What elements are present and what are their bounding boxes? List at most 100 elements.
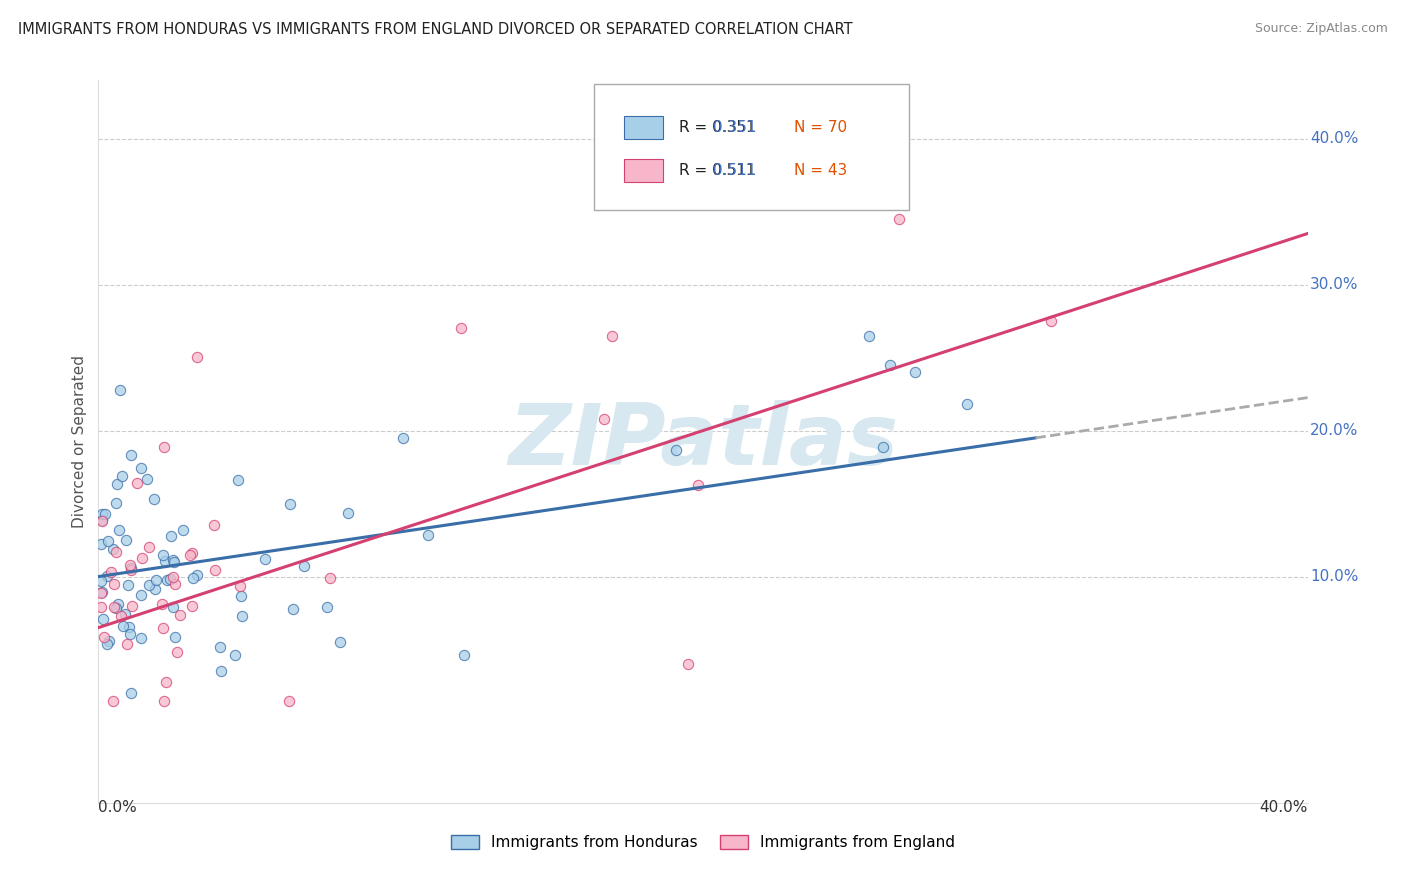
Point bbox=[118, 620, 141, 634]
Point bbox=[647, 183, 669, 197]
Point bbox=[121, 599, 143, 613]
Point bbox=[202, 517, 225, 532]
Text: N = 70: N = 70 bbox=[793, 120, 846, 135]
Point bbox=[91, 515, 114, 529]
Point bbox=[858, 328, 880, 343]
Point bbox=[105, 477, 128, 491]
Point bbox=[103, 599, 125, 614]
Point bbox=[110, 608, 132, 623]
Point bbox=[153, 440, 176, 454]
Point bbox=[131, 631, 153, 645]
Point bbox=[115, 533, 138, 548]
Point bbox=[114, 607, 136, 621]
Point bbox=[153, 554, 176, 568]
Point bbox=[162, 570, 184, 584]
Point bbox=[955, 397, 977, 411]
Point bbox=[90, 599, 112, 614]
Text: 40.0%: 40.0% bbox=[1260, 800, 1308, 815]
Point bbox=[103, 693, 125, 707]
Point bbox=[889, 211, 911, 226]
Point bbox=[602, 328, 624, 343]
Point bbox=[416, 528, 439, 542]
Point bbox=[181, 571, 204, 585]
Point bbox=[96, 637, 118, 651]
Point bbox=[165, 577, 187, 591]
Point bbox=[112, 618, 135, 632]
Point bbox=[120, 627, 142, 641]
Point bbox=[90, 536, 112, 550]
Text: N = 43: N = 43 bbox=[793, 163, 846, 178]
Point bbox=[107, 597, 129, 611]
Point bbox=[292, 559, 315, 574]
Point bbox=[107, 523, 129, 537]
Point bbox=[163, 630, 186, 644]
Point bbox=[160, 529, 183, 543]
Point bbox=[152, 621, 174, 635]
Point bbox=[117, 578, 139, 592]
Point bbox=[904, 365, 927, 379]
Text: 10.0%: 10.0% bbox=[1310, 569, 1358, 584]
Point bbox=[186, 568, 208, 582]
Point bbox=[125, 475, 148, 490]
Point bbox=[118, 558, 141, 573]
Point bbox=[156, 574, 179, 588]
Point bbox=[337, 506, 360, 520]
Point bbox=[100, 565, 122, 579]
Point bbox=[166, 645, 188, 659]
Legend: Immigrants from Honduras, Immigrants from England: Immigrants from Honduras, Immigrants fro… bbox=[444, 830, 962, 856]
Point bbox=[129, 460, 152, 475]
Point bbox=[135, 472, 157, 486]
Point bbox=[163, 555, 186, 569]
Point bbox=[209, 664, 232, 678]
Point bbox=[93, 507, 115, 521]
Point bbox=[111, 468, 134, 483]
Point bbox=[120, 561, 142, 575]
Point bbox=[117, 637, 139, 651]
Point bbox=[143, 582, 166, 596]
Point bbox=[180, 546, 202, 560]
Point bbox=[226, 473, 249, 487]
Point bbox=[152, 548, 174, 562]
Point bbox=[1039, 314, 1062, 328]
Text: 0.351: 0.351 bbox=[713, 120, 756, 135]
Point bbox=[105, 545, 128, 559]
Text: IMMIGRANTS FROM HONDURAS VS IMMIGRANTS FROM ENGLAND DIVORCED OR SEPARATED CORREL: IMMIGRANTS FROM HONDURAS VS IMMIGRANTS F… bbox=[18, 22, 853, 37]
Point bbox=[103, 542, 125, 557]
Point bbox=[120, 448, 142, 462]
Text: R = 0.511: R = 0.511 bbox=[679, 163, 755, 178]
Point bbox=[315, 599, 337, 614]
FancyBboxPatch shape bbox=[595, 84, 908, 211]
Point bbox=[138, 577, 160, 591]
Point bbox=[329, 635, 352, 649]
Point bbox=[152, 598, 174, 612]
Point bbox=[162, 599, 184, 614]
Point bbox=[253, 552, 276, 566]
Text: 30.0%: 30.0% bbox=[1310, 277, 1358, 292]
Bar bbox=[624, 116, 664, 139]
Text: R = 0.351: R = 0.351 bbox=[679, 120, 755, 135]
Point bbox=[91, 507, 114, 521]
Point bbox=[131, 588, 153, 602]
Point bbox=[138, 540, 160, 554]
Point bbox=[145, 574, 167, 588]
Point bbox=[90, 585, 112, 599]
Point bbox=[131, 551, 153, 566]
Point bbox=[97, 534, 120, 549]
Point bbox=[93, 612, 115, 626]
Point bbox=[120, 686, 142, 700]
Point bbox=[155, 674, 177, 689]
Point bbox=[231, 589, 253, 603]
Text: 0.0%: 0.0% bbox=[98, 800, 138, 815]
Point bbox=[278, 693, 301, 707]
Point bbox=[872, 440, 894, 454]
Point bbox=[159, 572, 181, 586]
Point bbox=[169, 608, 191, 623]
Point bbox=[120, 563, 142, 577]
Text: 40.0%: 40.0% bbox=[1310, 131, 1358, 146]
Point bbox=[186, 350, 208, 364]
Point bbox=[97, 634, 120, 648]
Point bbox=[283, 602, 305, 616]
Point bbox=[204, 563, 226, 577]
Point bbox=[391, 431, 413, 445]
Point bbox=[104, 601, 127, 615]
